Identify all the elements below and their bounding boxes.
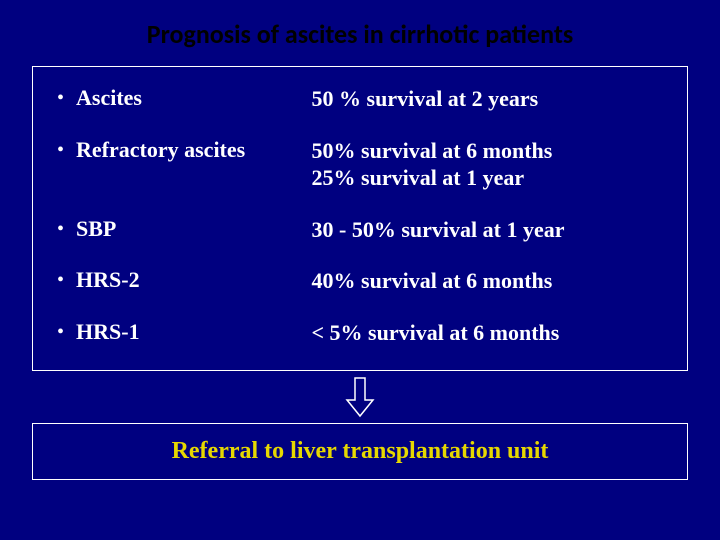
row-left: • SBP bbox=[57, 216, 312, 244]
row-label: HRS-2 bbox=[76, 267, 140, 293]
bullet-icon: • bbox=[57, 139, 64, 162]
prognosis-table: • Ascites 50 % survival at 2 years • Ref… bbox=[32, 66, 688, 371]
row-label: Ascites bbox=[76, 85, 142, 111]
row-left: • HRS-1 bbox=[57, 319, 312, 347]
table-row: • Ascites 50 % survival at 2 years bbox=[57, 85, 663, 113]
arrow-container bbox=[32, 376, 688, 418]
row-value: 50% survival at 6 months25% survival at … bbox=[312, 137, 663, 192]
slide-title: Prognosis of ascites in cirrhotic patien… bbox=[32, 18, 688, 50]
row-value: < 5% survival at 6 months bbox=[312, 319, 663, 347]
table-row: • Refractory ascites 50% survival at 6 m… bbox=[57, 137, 663, 192]
referral-box: Referral to liver transplantation unit bbox=[32, 423, 688, 480]
row-left: • Refractory ascites bbox=[57, 137, 312, 192]
row-label: HRS-1 bbox=[76, 319, 140, 345]
row-value: 50 % survival at 2 years bbox=[312, 85, 663, 113]
row-value: 40% survival at 6 months bbox=[312, 267, 663, 295]
referral-text: Referral to liver transplantation unit bbox=[53, 438, 667, 465]
bullet-icon: • bbox=[57, 218, 64, 241]
table-row: • SBP 30 - 50% survival at 1 year bbox=[57, 216, 663, 244]
row-left: • Ascites bbox=[57, 85, 312, 113]
bullet-icon: • bbox=[57, 269, 64, 292]
table-row: • HRS-1 < 5% survival at 6 months bbox=[57, 319, 663, 347]
row-value: 30 - 50% survival at 1 year bbox=[312, 216, 663, 244]
table-row: • HRS-2 40% survival at 6 months bbox=[57, 267, 663, 295]
slide: Prognosis of ascites in cirrhotic patien… bbox=[0, 0, 720, 540]
down-arrow-icon bbox=[343, 376, 377, 418]
row-left: • HRS-2 bbox=[57, 267, 312, 295]
bullet-icon: • bbox=[57, 87, 64, 110]
row-label: Refractory ascites bbox=[76, 137, 245, 163]
bullet-icon: • bbox=[57, 321, 64, 344]
row-label: SBP bbox=[76, 216, 116, 242]
